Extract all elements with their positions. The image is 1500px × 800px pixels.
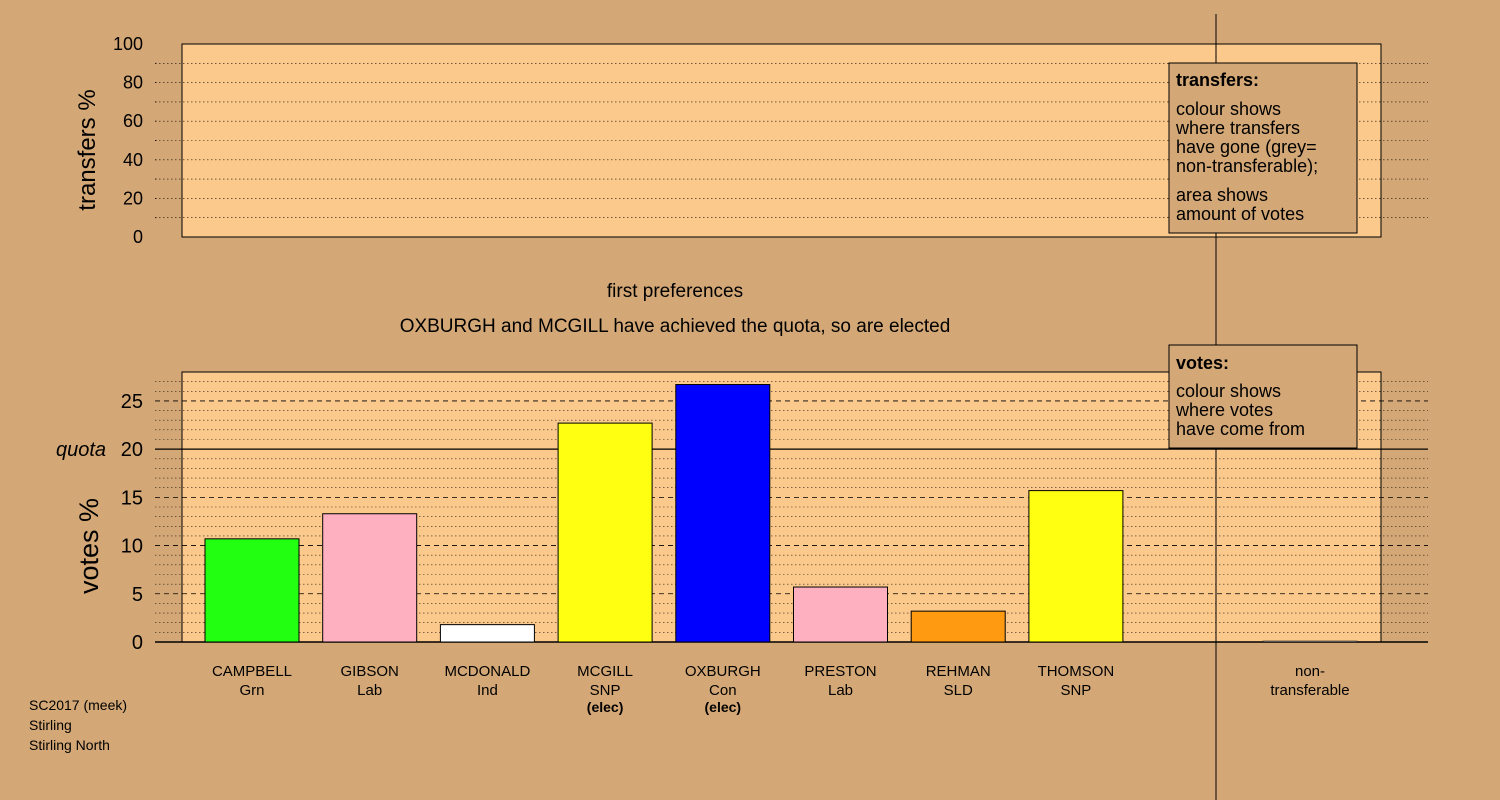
vote-bar	[675, 384, 771, 643]
candidate-party-label: Ind	[477, 682, 498, 699]
vote-bar	[204, 538, 300, 643]
footer-line: SC2017 (meek)	[29, 697, 127, 713]
votes-tick-label: 5	[132, 584, 143, 606]
votes-axis-title: votes %	[74, 498, 104, 594]
nontransferable-label: non-	[1295, 663, 1325, 680]
candidate-party-label: Lab	[357, 682, 382, 699]
transfers-tick-label: 40	[123, 150, 143, 170]
transfers-tick-label: 60	[123, 111, 143, 131]
candidate-name-label: REHMAN	[926, 663, 991, 680]
vote-bar	[1028, 490, 1124, 643]
transfers-tick-label: 20	[123, 188, 143, 208]
candidate-name-label: MCDONALD	[444, 663, 530, 680]
votes-legend-heading: votes:	[1176, 353, 1229, 373]
vote-bar	[322, 513, 418, 643]
transfers-legend-line: where transfers	[1175, 118, 1300, 138]
quota-label: quota	[56, 439, 106, 461]
candidate-name-label: PRESTON	[804, 663, 876, 680]
votes-tick-label: 15	[121, 487, 143, 509]
votes-tick-label: 20	[121, 439, 143, 461]
candidate-name-label: THOMSON	[1038, 663, 1115, 680]
transfers-tick-label: 100	[113, 34, 143, 54]
candidate-party-label: Lab	[828, 682, 853, 699]
votes-legend-line: have come from	[1176, 419, 1305, 439]
votes-tick-label: 10	[121, 536, 143, 558]
candidate-party-label: Grn	[239, 682, 264, 699]
transfers-legend-line: amount of votes	[1176, 204, 1304, 224]
votes-legend: votes: colour shows where votes have com…	[1168, 344, 1358, 449]
transfers-tick-label: 80	[123, 73, 143, 93]
transfers-legend-line: have gone (grey=	[1176, 137, 1317, 157]
votes-tick-label: 25	[121, 391, 143, 413]
vote-bar	[793, 586, 888, 643]
votes-legend-line: where votes	[1175, 400, 1273, 420]
footer: SC2017 (meek) Stirling Stirling North	[29, 697, 127, 753]
stage-message: OXBURGH and MCGILL have achieved the quo…	[400, 316, 951, 337]
candidate-party-label: SNP	[590, 682, 621, 699]
transfers-tick-label: 0	[133, 227, 143, 247]
elected-label: (elec)	[587, 699, 624, 715]
nontransferable-bar	[1262, 640, 1358, 643]
transfers-axis-title: transfers %	[74, 89, 101, 210]
votes-tick-label: 0	[132, 632, 143, 654]
candidate-name-label: GIBSON	[341, 663, 399, 680]
stage-title: first preferences	[607, 281, 743, 302]
transfers-legend-line: area shows	[1176, 185, 1268, 205]
footer-line: Stirling	[29, 717, 72, 733]
footer-line: Stirling North	[29, 737, 110, 753]
transfers-legend-line: non-transferable);	[1176, 156, 1318, 176]
transfers-legend: transfers: colour shows where transfers …	[1168, 62, 1358, 234]
candidate-party-label: SLD	[944, 682, 973, 699]
vote-bar	[439, 624, 535, 643]
candidate-name-label: OXBURGH	[685, 663, 761, 680]
candidate-name-label: MCGILL	[577, 663, 633, 680]
votes-legend-line: colour shows	[1176, 381, 1281, 401]
candidate-party-label: SNP	[1060, 682, 1091, 699]
candidate-party-label: Con	[709, 682, 737, 699]
elected-label: (elec)	[705, 699, 742, 715]
candidate-name-label: CAMPBELL	[212, 663, 292, 680]
transfers-legend-heading: transfers:	[1176, 70, 1259, 90]
vote-bar	[910, 610, 1006, 643]
nontransferable-label: transferable	[1270, 682, 1349, 699]
vote-bar	[557, 422, 653, 643]
transfers-legend-line: colour shows	[1176, 99, 1281, 119]
